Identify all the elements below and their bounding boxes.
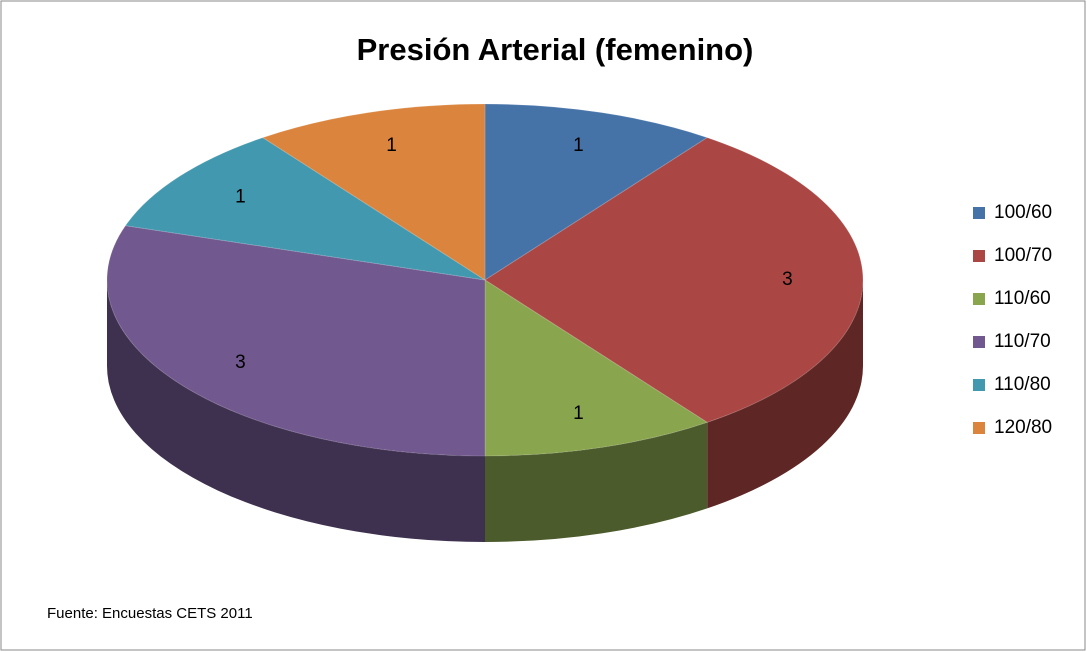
pie-slice xyxy=(484,137,864,423)
legend-swatch xyxy=(973,207,985,219)
data-label: 3 xyxy=(235,352,246,373)
legend-swatch xyxy=(973,250,985,262)
pie-side xyxy=(707,280,863,509)
pie-slice xyxy=(106,225,486,457)
chart-title: Presión Arterial (femenino) xyxy=(357,32,754,67)
legend-swatch xyxy=(973,293,985,305)
legend-swatch xyxy=(973,422,985,434)
source-note: Fuente: Encuestas CETS 2011 xyxy=(47,605,253,622)
legend-label: 100/60 xyxy=(994,202,1052,223)
pie-side xyxy=(107,280,485,542)
legend-label: 110/80 xyxy=(994,374,1051,395)
legend-swatch xyxy=(973,336,985,348)
legend-swatch xyxy=(973,379,985,391)
legend-label: 100/70 xyxy=(994,245,1052,266)
data-label: 3 xyxy=(782,269,793,290)
pie-slice xyxy=(261,103,486,281)
data-label: 1 xyxy=(573,135,584,156)
legend-label: 110/70 xyxy=(994,331,1051,352)
data-label: 1 xyxy=(235,186,246,207)
legend-label: 120/80 xyxy=(994,417,1052,438)
pie-slice xyxy=(484,279,709,457)
pie-side xyxy=(485,422,708,542)
pie-slice xyxy=(484,103,709,281)
data-label: 1 xyxy=(386,135,397,156)
data-label: 1 xyxy=(573,403,584,424)
legend-label: 110/60 xyxy=(994,288,1051,309)
pie-slice xyxy=(124,137,486,281)
